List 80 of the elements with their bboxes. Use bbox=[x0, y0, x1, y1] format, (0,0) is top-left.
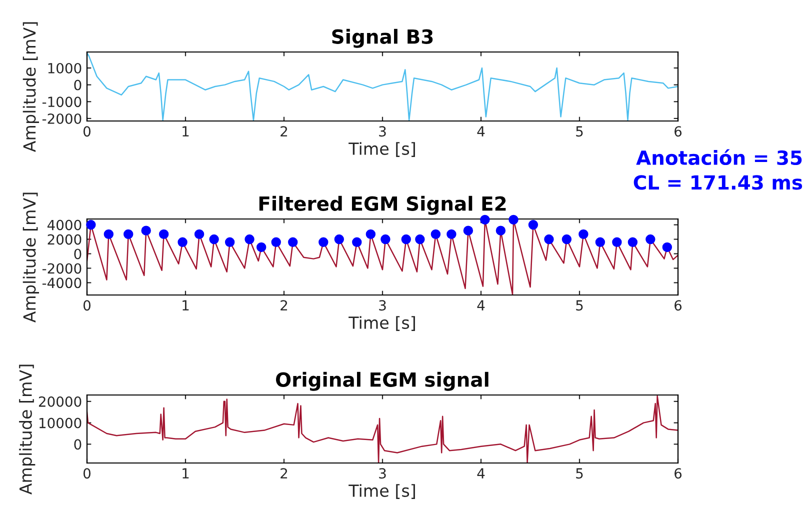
point bbox=[463, 226, 474, 236]
line-series bbox=[87, 52, 678, 121]
x-tick-label: 2 bbox=[280, 468, 288, 478]
y-tick-label: 0 bbox=[74, 80, 82, 90]
x-tick-label: 3 bbox=[379, 126, 386, 137]
point bbox=[271, 237, 281, 248]
x-tick-label: 5 bbox=[576, 300, 583, 311]
point bbox=[496, 226, 506, 236]
point bbox=[401, 234, 411, 244]
point bbox=[141, 226, 151, 236]
x-tick-label: 2 bbox=[280, 300, 288, 310]
y-tick-label: 4000 bbox=[47, 220, 82, 230]
point bbox=[595, 237, 606, 248]
point bbox=[178, 237, 188, 248]
point bbox=[578, 229, 588, 240]
y-tick-label: 0 bbox=[74, 248, 82, 260]
point bbox=[380, 234, 390, 244]
point bbox=[194, 229, 204, 240]
x-tick-label: 2 bbox=[280, 126, 288, 136]
point bbox=[366, 229, 376, 240]
x-tick-label: 6 bbox=[674, 300, 682, 311]
y-tick-label: 20000 bbox=[38, 396, 82, 407]
point bbox=[334, 234, 344, 244]
x-tick-label: 4 bbox=[477, 126, 485, 136]
y-tick-label: 2000 bbox=[48, 234, 82, 245]
y-axis-title: Amplitude [mV] bbox=[22, 192, 40, 323]
y-tick-label: -2000 bbox=[42, 263, 82, 274]
y-tick-label: -2000 bbox=[42, 113, 82, 124]
x-axis-title: Time [s] bbox=[348, 484, 415, 499]
x-axis-title: Time [s] bbox=[348, 316, 415, 331]
x-tick-label: 5 bbox=[576, 468, 583, 479]
point bbox=[662, 242, 672, 252]
point bbox=[158, 229, 169, 240]
y-tick-label: 1000 bbox=[48, 62, 82, 74]
y-tick-label: -4000 bbox=[42, 278, 82, 288]
point bbox=[86, 220, 96, 230]
point bbox=[628, 237, 638, 248]
y-tick-label: 0 bbox=[74, 439, 82, 450]
x-tick-label: 4 bbox=[477, 468, 485, 478]
x-tick-label: 6 bbox=[674, 126, 682, 137]
x-axis-title: Time [s] bbox=[348, 142, 415, 157]
point bbox=[288, 237, 298, 248]
point bbox=[352, 237, 362, 248]
y-axis-title: Amplitude [mV] bbox=[19, 364, 36, 495]
text: Anotación = 35 CL = 171.43 ms bbox=[634, 149, 802, 190]
x-tick-label: 1 bbox=[182, 126, 189, 136]
chart-title: Signal B3 bbox=[332, 28, 433, 48]
x-tick-label: 0 bbox=[83, 468, 90, 479]
point bbox=[508, 214, 518, 225]
point bbox=[256, 242, 266, 252]
x-tick-label: 0 bbox=[83, 300, 90, 311]
x-tick-label: 3 bbox=[379, 468, 386, 479]
point bbox=[209, 234, 219, 244]
point bbox=[562, 234, 572, 244]
point bbox=[446, 229, 456, 240]
point bbox=[528, 220, 538, 230]
point bbox=[430, 229, 441, 240]
y-tick-label: 10000 bbox=[39, 418, 82, 428]
point bbox=[124, 229, 134, 240]
y-tick-label: -1000 bbox=[42, 96, 82, 108]
line-series bbox=[87, 395, 678, 463]
chart-title: Filtered EGM Signal E2 bbox=[259, 196, 506, 215]
point bbox=[318, 237, 328, 248]
point bbox=[612, 237, 622, 248]
x-tick-label: 1 bbox=[182, 468, 189, 478]
x-tick-label: 3 bbox=[379, 300, 386, 311]
point bbox=[646, 234, 656, 244]
point bbox=[415, 234, 425, 244]
point bbox=[244, 234, 254, 244]
x-tick-label: 4 bbox=[477, 300, 485, 310]
point bbox=[104, 229, 114, 240]
point bbox=[544, 234, 554, 244]
x-tick-label: 1 bbox=[182, 300, 189, 310]
x-tick-label: 6 bbox=[674, 468, 682, 479]
x-tick-label: 0 bbox=[83, 126, 90, 137]
y-axis-title: Amplitude [mV] bbox=[22, 22, 40, 152]
point bbox=[224, 237, 235, 248]
chart-title: Original EGM signal bbox=[276, 372, 488, 391]
point bbox=[480, 214, 490, 225]
x-tick-label: 5 bbox=[576, 126, 583, 137]
